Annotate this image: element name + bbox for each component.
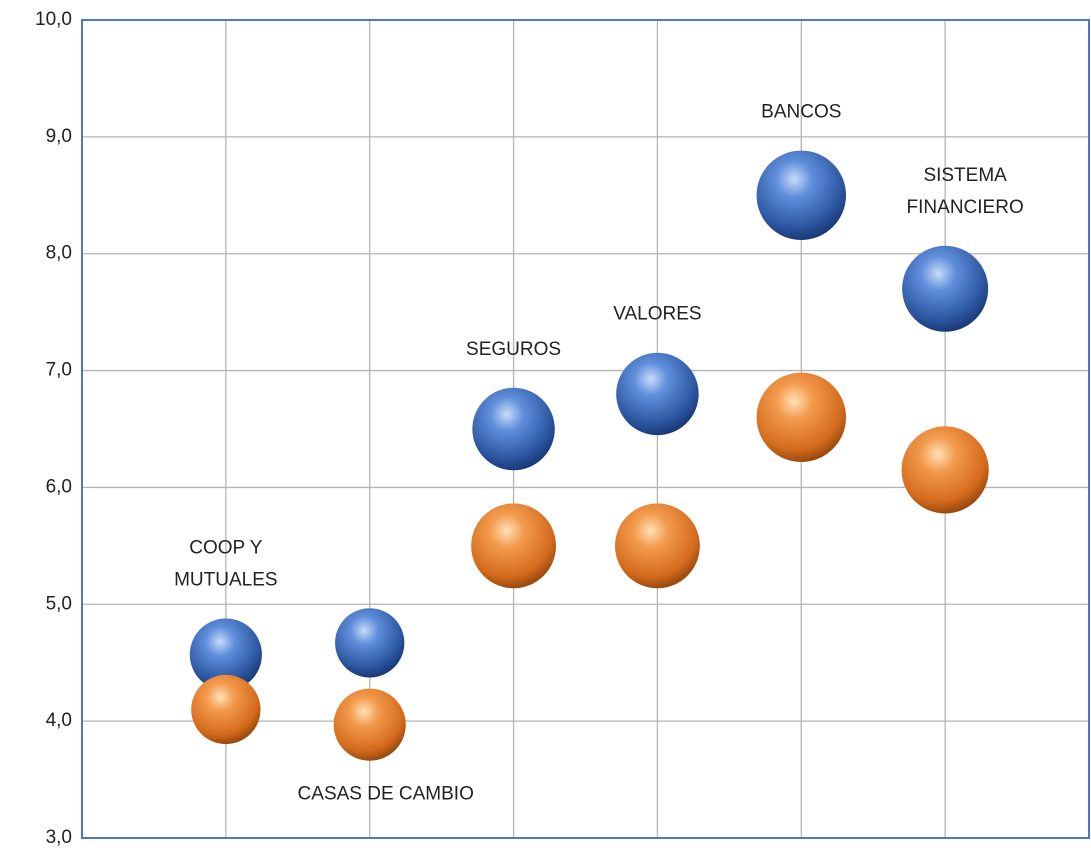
category-label: MUTUALES (174, 569, 277, 590)
y-tick-label: 5,0 (46, 593, 72, 614)
category-label: VALORES (613, 304, 701, 325)
category-label: COOP Y (189, 537, 263, 558)
bubble (616, 352, 699, 436)
y-tick-label: 3,0 (46, 827, 72, 848)
bubble (333, 688, 406, 761)
category-label: CASAS DE CAMBIO (298, 784, 474, 805)
bubble (471, 503, 556, 589)
bubbles (189, 150, 989, 761)
bubble (472, 387, 555, 471)
category-label: SISTEMA (923, 165, 1007, 186)
bubble (189, 618, 262, 691)
bubble (756, 150, 847, 241)
bubble (756, 372, 847, 463)
y-tick-label: 9,0 (46, 126, 72, 147)
bubble (901, 426, 989, 514)
bubble (191, 674, 261, 745)
category-label: BANCOS (761, 102, 841, 123)
y-tick-label: 8,0 (46, 243, 72, 264)
y-tick-label: 7,0 (46, 360, 72, 381)
y-tick-label: 6,0 (46, 476, 72, 497)
bubble (335, 608, 405, 678)
category-label: SEGUROS (466, 339, 561, 360)
y-tick-label: 10,0 (35, 9, 72, 30)
y-tick-label: 4,0 (46, 710, 72, 731)
labels: COOP Y MUTUALES CASAS DE CAMBIO SEGUROS VALO… (174, 102, 1024, 805)
plot-border (81, 19, 1090, 839)
category-label: FINANCIERO (907, 197, 1024, 218)
bubble (902, 245, 989, 332)
bubble (615, 503, 700, 589)
